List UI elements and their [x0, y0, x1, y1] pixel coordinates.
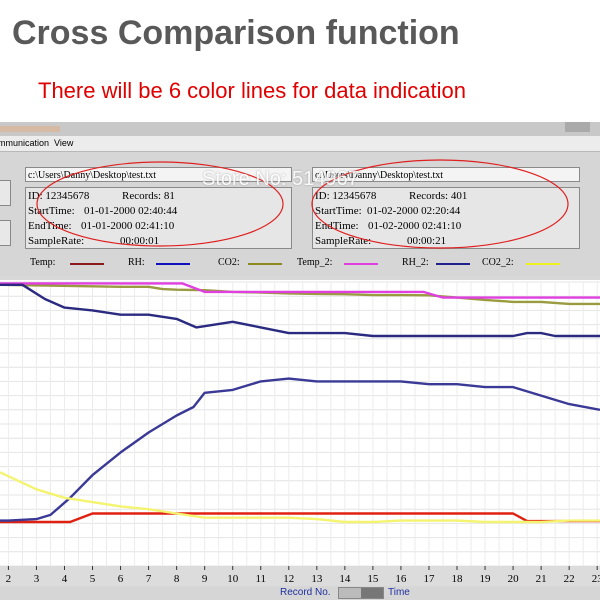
subline: There will be 6 color lines for data ind… [38, 78, 467, 103]
legend: Temp: RH: CO2: Temp_2: RH_2: CO2_2: [0, 254, 600, 276]
x-tick-label: 6 [118, 573, 124, 585]
menu-communication[interactable]: mmunication [0, 138, 50, 148]
legend-label-rh2: RH_2: [402, 257, 429, 268]
file2-records: Records: 401 [409, 190, 468, 202]
titlebar-accent [0, 126, 60, 132]
x-tick-label: 15 [367, 573, 379, 585]
x-tick-label: 14 [339, 573, 351, 585]
axis-mode-toggle[interactable] [338, 587, 384, 599]
file1-rate-value: 00:00:01 [120, 235, 160, 247]
x-tick-label: 18 [452, 573, 464, 585]
legend-swatch-rh2 [436, 263, 470, 265]
legend-swatch-rh [156, 263, 190, 265]
window-titlebar [0, 122, 600, 136]
x-tick-label: 23 [592, 573, 600, 585]
record-no-label: Record No. [280, 587, 331, 598]
file1-start-label: StartTime: [28, 205, 75, 217]
file2-start-value: 01-02-2000 02:20:44 [367, 205, 461, 217]
x-tick-label: 20 [508, 573, 520, 585]
chart-area[interactable]: 2 3 4 5 6 7 8 9 10 11 12 13 14 15 16 17 18 19 20 21 22 23 [0, 280, 600, 590]
x-tick-label: 19 [480, 573, 492, 585]
file2-rate-value: 00:00:21 [407, 235, 447, 247]
menubar: mmunication View [0, 136, 600, 152]
toggle-knob[interactable] [361, 588, 383, 598]
legend-label-temp: Temp: [30, 257, 56, 268]
x-tick-label: 5 [90, 573, 96, 585]
file1-end-value: 01-01-2000 02:41:10 [81, 220, 175, 232]
file2-start-label: StartTime: [315, 205, 362, 217]
window-control[interactable] [565, 122, 590, 132]
open-button-2[interactable] [0, 220, 11, 246]
x-tick-label: 4 [62, 573, 68, 585]
series-line-co2 [0, 283, 600, 306]
x-tick-label: 9 [202, 573, 208, 585]
x-tick-label: 13 [311, 573, 323, 585]
file1-info-box: ID: 12345678 Records: 81 StartTime: 01-0… [25, 187, 292, 249]
series-line-rh-2 [0, 283, 600, 338]
x-tick-label: 21 [536, 573, 547, 585]
file1-id: ID: 12345678 [28, 190, 90, 202]
file2-rate-label: SampleRate: [315, 235, 372, 247]
x-tick-label: 16 [395, 573, 407, 585]
legend-swatch-co22 [526, 263, 560, 265]
series-line-temp-2 [0, 282, 600, 299]
file1-end-label: EndTime: [28, 220, 72, 232]
open-button-1[interactable] [0, 180, 11, 206]
file1-records: Records: 81 [122, 190, 175, 202]
legend-swatch-temp2 [344, 263, 378, 265]
file1-start-value: 01-01-2000 02:40:44 [84, 205, 178, 217]
time-label: Time [388, 587, 410, 598]
legend-label-temp2: Temp_2: [297, 257, 333, 268]
legend-label-co2: CO2: [218, 257, 240, 268]
x-tick-label: 17 [423, 573, 435, 585]
line-chart: 2 3 4 5 6 7 8 9 10 11 12 13 14 15 16 17 18 19 20 21 22 23 [0, 281, 600, 590]
x-tick-label: 11 [255, 573, 266, 585]
file2-id: ID: 12345678 [315, 190, 377, 202]
legend-label-rh: RH: [128, 257, 145, 268]
series-line-co2-2 [0, 471, 600, 524]
x-tick-label: 8 [174, 573, 180, 585]
bottom-bar: Record No. Time [0, 586, 600, 600]
x-tick-label: 22 [564, 573, 575, 585]
file1-rate-label: SampleRate: [28, 235, 85, 247]
app-window: mmunication View c:\Users\Danny\Desktop\… [0, 122, 600, 600]
x-tick-label: 7 [146, 573, 152, 585]
menu-view[interactable]: View [54, 138, 74, 148]
x-tick-label: 12 [283, 573, 294, 585]
x-tick-label: 10 [227, 573, 239, 585]
x-tick-label: 3 [34, 573, 40, 585]
legend-label-co22: CO2_2: [482, 257, 514, 268]
headline: Cross Comparison function [12, 14, 460, 52]
series-line-rh [0, 377, 600, 522]
watermark: Store No: 514967 [202, 168, 359, 190]
legend-swatch-temp [70, 263, 104, 265]
file2-end-value: 01-02-2000 02:41:10 [368, 220, 462, 232]
file2-info-box: ID: 12345678 Records: 401 StartTime: 01-… [312, 187, 580, 249]
legend-swatch-co2 [248, 263, 282, 265]
file2-end-label: EndTime: [315, 220, 359, 232]
x-tick-label: 2 [6, 573, 12, 585]
